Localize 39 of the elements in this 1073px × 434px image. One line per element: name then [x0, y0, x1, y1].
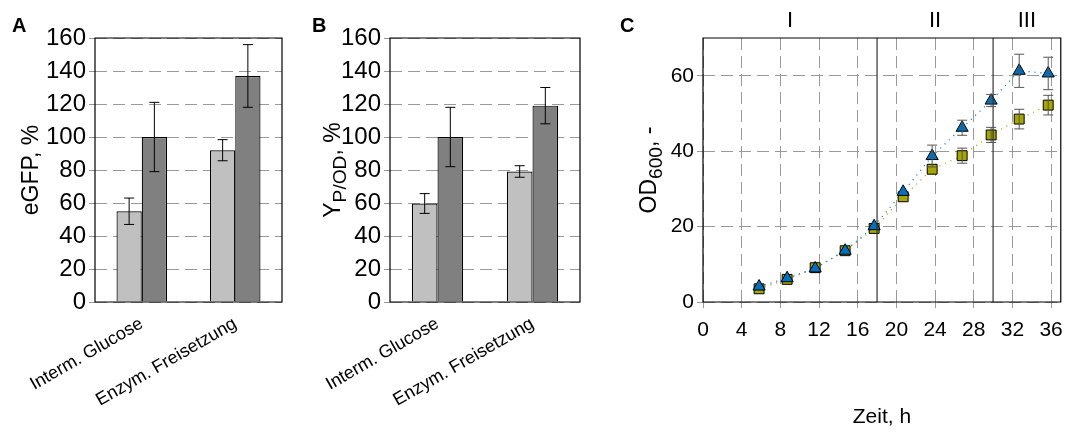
- y-tick-label: 40: [354, 220, 381, 248]
- x-tick-label: 8: [774, 317, 787, 341]
- y-tick-label: 20: [670, 213, 694, 237]
- y-tick-label: 160: [340, 22, 381, 50]
- y-tick-label: 40: [59, 220, 86, 248]
- y-tick-label: 0: [367, 286, 381, 314]
- y-tick-label: 80: [354, 154, 381, 182]
- y-tick-label: 60: [670, 62, 694, 86]
- x-tick-label: 20: [884, 317, 909, 341]
- x-axis-title: Zeit, h: [852, 404, 912, 428]
- y-tick-label: 140: [340, 55, 381, 83]
- x-tick-label: 16: [846, 317, 870, 341]
- chart-title: A: [12, 14, 27, 37]
- y-tick-label: 60: [354, 187, 381, 215]
- x-tick-label: 24: [923, 317, 948, 341]
- x-tick-label: 4: [735, 317, 748, 341]
- chart-title: C: [620, 14, 635, 37]
- text: II: [928, 7, 942, 33]
- x-tick-label: 32: [1000, 317, 1025, 341]
- x-tick-label: 28: [962, 317, 986, 341]
- x-tick-label: 12: [807, 317, 831, 341]
- x-tick-label: 36: [1039, 317, 1063, 341]
- y-tick-label: 100: [45, 121, 86, 149]
- y-tick-label: 40: [670, 137, 694, 161]
- x-tick-label: 0: [697, 317, 709, 341]
- y-tick-label: 80: [59, 154, 86, 182]
- y-tick-label: 120: [45, 88, 86, 116]
- y-tick-label: 160: [45, 22, 86, 50]
- y-tick-label: 60: [59, 187, 86, 215]
- text: I: [786, 7, 794, 33]
- y-axis-title: eGFP, %: [17, 124, 43, 216]
- y-tick-label: 0: [682, 288, 694, 312]
- y-tick-label: 120: [340, 88, 381, 116]
- y-tick-label: 20: [354, 253, 381, 281]
- y-tick-label: 0: [72, 286, 86, 314]
- chart-title: B: [312, 14, 327, 37]
- y-tick-label: 140: [45, 55, 86, 83]
- text: III: [1017, 7, 1037, 33]
- y-tick-label: 20: [59, 253, 86, 281]
